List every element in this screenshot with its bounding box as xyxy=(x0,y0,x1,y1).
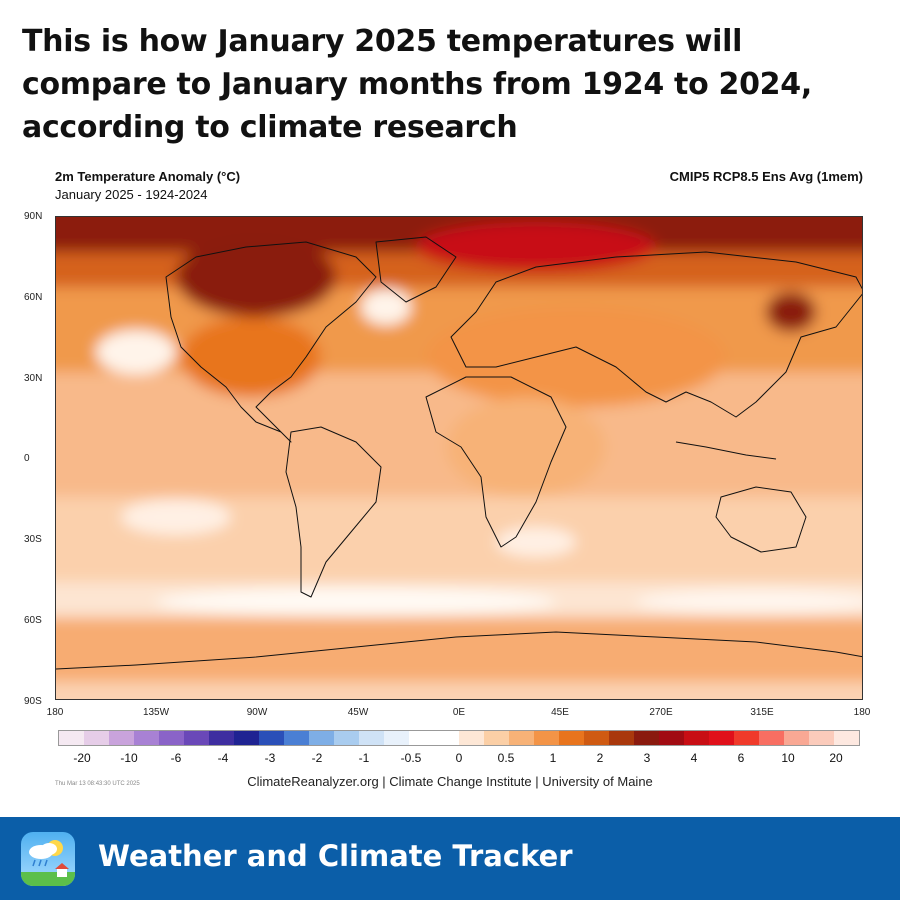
colorbar-swatch xyxy=(184,731,209,745)
colorbar-swatch xyxy=(309,731,334,745)
colorbar-swatch xyxy=(634,731,659,745)
footer-title: Weather and Climate Tracker xyxy=(98,839,573,873)
colorbar-swatch xyxy=(659,731,684,745)
colorbar-swatch xyxy=(709,731,734,745)
colorbar-swatch xyxy=(559,731,584,745)
colorbar-swatch xyxy=(834,731,859,745)
colorbar-swatch xyxy=(734,731,759,745)
lon-label-180w: 180 xyxy=(46,707,64,718)
colorbar-swatch xyxy=(434,731,459,745)
lat-label-60s: 60S xyxy=(24,615,42,626)
weather-app-icon xyxy=(21,832,75,886)
colorbar-swatch xyxy=(534,731,559,745)
colorbar-label: 6 xyxy=(737,751,745,765)
colorbar-swatch xyxy=(109,731,134,745)
lon-label-45w: 45W xyxy=(347,707,369,718)
colorbar-swatch xyxy=(259,731,284,745)
colorbar-label: -20 xyxy=(73,751,91,765)
colorbar-label: 3 xyxy=(643,751,651,765)
map-title: 2m Temperature Anomaly (°C) xyxy=(55,169,241,184)
colorbar-swatch xyxy=(509,731,534,745)
render-timestamp: Thu Mar 13 08:43:30 UTC 2025 xyxy=(55,781,140,787)
colorbar-label: -3 xyxy=(264,751,276,765)
colorbar-swatch xyxy=(459,731,484,745)
colorbar-label: -2 xyxy=(311,751,323,765)
colorbar-swatch xyxy=(784,731,809,745)
colorbar-swatch xyxy=(159,731,184,745)
colorbar-swatch xyxy=(359,731,384,745)
lon-label-135w: 135W xyxy=(142,707,170,718)
colorbar-swatch xyxy=(584,731,609,745)
lon-label-90w: 90W xyxy=(246,707,268,718)
lon-label-180e: 180 xyxy=(853,707,871,718)
colorbar-label: -0.5 xyxy=(400,751,422,765)
coastlines xyxy=(56,236,862,670)
map-subtitle: January 2025 - 1924-2024 xyxy=(55,187,208,202)
colorbar-label: -10 xyxy=(120,751,138,765)
lat-label-30s: 30S xyxy=(24,534,42,545)
colorbar-swatch xyxy=(484,731,509,745)
lat-label-equator: 0 xyxy=(24,453,30,464)
colorbar-swatch xyxy=(134,731,159,745)
anomaly-colorbar xyxy=(58,730,860,746)
colorbar-swatch xyxy=(384,731,409,745)
colorbar-label: 2 xyxy=(596,751,604,765)
colorbar-label: -6 xyxy=(170,751,182,765)
temperature-anomaly-map xyxy=(55,216,863,700)
footer-banner: Weather and Climate Tracker xyxy=(0,817,900,900)
lat-label-60n: 60N xyxy=(24,292,43,303)
colorbar-swatch xyxy=(59,731,84,745)
colorbar-swatch xyxy=(284,731,309,745)
colorbar-swatch xyxy=(809,731,834,745)
lat-label-90n: 90N xyxy=(24,211,43,222)
colorbar-swatch xyxy=(234,731,259,745)
colorbar-swatch xyxy=(209,731,234,745)
lat-label-90s: 90S xyxy=(24,696,42,707)
colorbar-label: -1 xyxy=(358,751,370,765)
colorbar-swatch xyxy=(84,731,109,745)
anomaly-field xyxy=(56,217,862,699)
colorbar-label: -4 xyxy=(217,751,229,765)
colorbar-label: 4 xyxy=(690,751,698,765)
colorbar-label: 10 xyxy=(781,751,795,765)
headline: This is how January 2025 temperatures wi… xyxy=(22,24,812,145)
colorbar-label: 1 xyxy=(549,751,557,765)
colorbar-label: 20 xyxy=(829,751,843,765)
colorbar-label: 0.5 xyxy=(497,751,515,765)
source-credit: ClimateReanalyzer.org | Climate Change I… xyxy=(247,774,653,789)
colorbar-swatch xyxy=(759,731,784,745)
lon-label-0e: 0E xyxy=(452,707,466,718)
colorbar-swatch xyxy=(609,731,634,745)
colorbar-swatch xyxy=(334,731,359,745)
colorbar-swatch xyxy=(409,731,434,745)
lon-label-315e: 315E xyxy=(750,707,774,718)
colorbar-swatch xyxy=(684,731,709,745)
lat-label-30n: 30N xyxy=(24,373,43,384)
colorbar-label: 0 xyxy=(455,751,463,765)
lon-label-45e: 45E xyxy=(551,707,569,718)
lon-label-270e: 270E xyxy=(649,707,673,718)
map-model-label: CMIP5 RCP8.5 Ens Avg (1mem) xyxy=(669,169,863,184)
